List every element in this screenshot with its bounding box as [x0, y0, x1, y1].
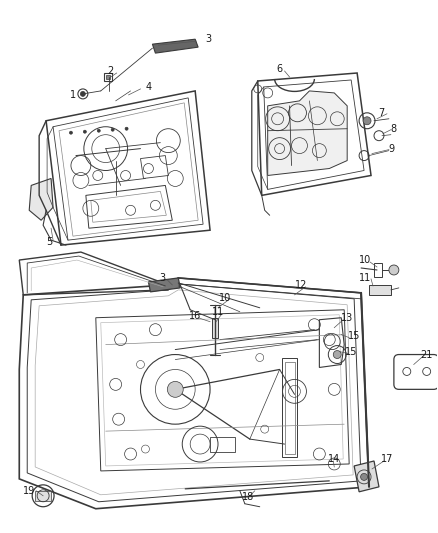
Bar: [210, 437, 235, 452]
Text: 15: 15: [348, 330, 360, 341]
Text: 2: 2: [108, 66, 114, 76]
Text: 21: 21: [420, 350, 433, 360]
Polygon shape: [148, 278, 180, 292]
Circle shape: [389, 265, 399, 275]
Circle shape: [81, 92, 85, 96]
Bar: [212, 318, 218, 337]
Text: 6: 6: [276, 64, 283, 74]
Text: 16: 16: [189, 311, 201, 321]
Bar: [374, 263, 382, 277]
Circle shape: [70, 131, 72, 134]
Text: 4: 4: [145, 82, 152, 92]
Bar: [282, 358, 297, 457]
Circle shape: [125, 127, 128, 130]
Circle shape: [83, 130, 86, 133]
Text: 17: 17: [381, 454, 393, 464]
Bar: [35, 491, 51, 501]
Text: 5: 5: [46, 237, 52, 247]
Text: 15: 15: [345, 346, 357, 357]
Circle shape: [111, 128, 114, 131]
Polygon shape: [29, 179, 53, 220]
Text: 12: 12: [295, 280, 307, 290]
Circle shape: [167, 382, 183, 397]
Text: 8: 8: [391, 124, 397, 134]
Text: 7: 7: [378, 108, 384, 118]
Polygon shape: [268, 91, 347, 175]
Polygon shape: [354, 461, 379, 492]
Text: 9: 9: [389, 143, 395, 154]
Text: 1: 1: [70, 90, 76, 100]
Circle shape: [363, 117, 371, 125]
Text: 11: 11: [359, 273, 371, 283]
Text: 19: 19: [23, 486, 35, 496]
Polygon shape: [152, 39, 198, 53]
Text: 10: 10: [359, 255, 371, 265]
Text: 14: 14: [328, 454, 340, 464]
Circle shape: [360, 473, 367, 480]
Text: 3: 3: [159, 273, 166, 283]
Circle shape: [333, 351, 341, 359]
Text: 10: 10: [219, 293, 231, 303]
Text: 3: 3: [205, 34, 211, 44]
Bar: [104, 73, 112, 81]
Bar: [285, 361, 294, 454]
Bar: [369, 285, 391, 295]
Text: 18: 18: [242, 492, 254, 502]
Text: 11: 11: [212, 307, 224, 317]
Circle shape: [97, 129, 100, 132]
Text: 13: 13: [341, 313, 353, 323]
Bar: [106, 75, 110, 79]
